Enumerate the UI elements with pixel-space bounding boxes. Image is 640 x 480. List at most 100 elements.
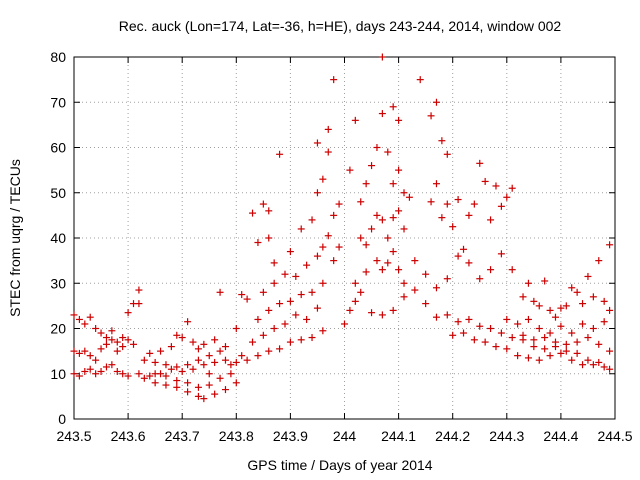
data-point — [503, 315, 511, 323]
data-point — [211, 358, 219, 366]
data-point — [584, 356, 592, 364]
data-point — [232, 358, 240, 366]
data-point — [254, 352, 262, 360]
data-point — [313, 252, 321, 260]
data-point — [140, 356, 148, 364]
data-point — [389, 306, 397, 314]
data-point — [319, 243, 327, 251]
x-tick-label: 244.2 — [435, 428, 470, 444]
data-point — [557, 349, 565, 357]
data-point — [157, 347, 165, 355]
data-point — [378, 53, 386, 61]
data-point — [194, 383, 202, 391]
data-point — [524, 354, 532, 362]
data-point — [384, 259, 392, 267]
data-point — [443, 200, 451, 208]
data-point — [400, 293, 408, 301]
data-point — [135, 370, 143, 378]
data-point — [81, 320, 89, 328]
data-point — [173, 377, 181, 385]
data-point — [211, 336, 219, 344]
data-point — [281, 270, 289, 278]
data-point — [270, 325, 278, 332]
data-point — [465, 259, 473, 267]
data-point — [546, 352, 554, 360]
x-tick-label: 243.8 — [219, 428, 254, 444]
data-point — [303, 261, 311, 269]
data-points — [70, 53, 614, 403]
data-point — [167, 365, 175, 373]
chart-title: Rec. auck (Lon=174, Lat=-36, h=HE), days… — [119, 18, 562, 34]
data-point — [119, 343, 127, 351]
data-point — [503, 193, 511, 201]
data-point — [330, 211, 338, 219]
data-point — [162, 381, 170, 389]
data-point — [135, 300, 143, 308]
data-point — [270, 259, 278, 267]
data-point — [232, 325, 240, 332]
data-point — [530, 336, 538, 344]
data-point — [124, 336, 132, 344]
data-point — [286, 338, 294, 346]
data-point — [416, 76, 424, 84]
data-point — [454, 196, 462, 204]
data-point — [151, 379, 159, 387]
x-tick-label: 244 — [333, 428, 357, 444]
data-point — [508, 184, 516, 192]
data-point — [162, 372, 170, 380]
data-point — [470, 200, 478, 208]
data-point — [265, 347, 273, 355]
data-point — [400, 279, 408, 287]
data-point — [238, 291, 246, 299]
data-point — [227, 361, 235, 369]
data-point — [487, 266, 495, 274]
data-point — [270, 279, 278, 287]
data-point — [259, 288, 267, 296]
x-tick-label: 244.5 — [597, 428, 632, 444]
data-point — [600, 297, 608, 305]
data-point — [579, 361, 587, 369]
data-point — [86, 352, 94, 360]
data-point — [151, 370, 159, 378]
x-tick-label: 243.5 — [56, 428, 91, 444]
y-tick-label: 50 — [50, 185, 66, 201]
data-point — [568, 284, 576, 292]
data-point — [297, 291, 305, 299]
data-point — [324, 148, 332, 156]
data-point — [124, 372, 132, 380]
data-point — [541, 345, 549, 353]
data-point — [102, 334, 110, 342]
data-point — [232, 379, 240, 387]
data-point — [557, 322, 565, 330]
data-point — [243, 356, 251, 364]
data-point — [292, 311, 300, 319]
y-tick-label: 70 — [50, 94, 66, 110]
data-point — [443, 150, 451, 158]
grid — [74, 57, 615, 419]
data-point — [167, 343, 175, 351]
data-point — [395, 166, 403, 174]
data-point — [324, 232, 332, 240]
data-point — [86, 313, 94, 321]
data-point — [497, 250, 505, 258]
data-point — [221, 356, 229, 364]
data-point — [178, 334, 186, 342]
data-point — [411, 286, 419, 294]
data-point — [519, 293, 527, 301]
y-tick-label: 40 — [50, 230, 66, 246]
y-tick-label: 30 — [50, 275, 66, 291]
data-point — [335, 243, 343, 251]
data-point — [346, 166, 354, 174]
data-point — [378, 110, 386, 118]
data-point — [319, 175, 327, 183]
data-point — [600, 318, 608, 326]
data-point — [351, 279, 359, 287]
data-point — [276, 300, 284, 308]
data-point — [70, 347, 78, 355]
data-point — [535, 325, 543, 332]
data-point — [595, 340, 603, 348]
data-point — [589, 361, 597, 369]
data-point — [286, 297, 294, 305]
data-point — [573, 349, 581, 357]
data-point — [97, 345, 105, 353]
